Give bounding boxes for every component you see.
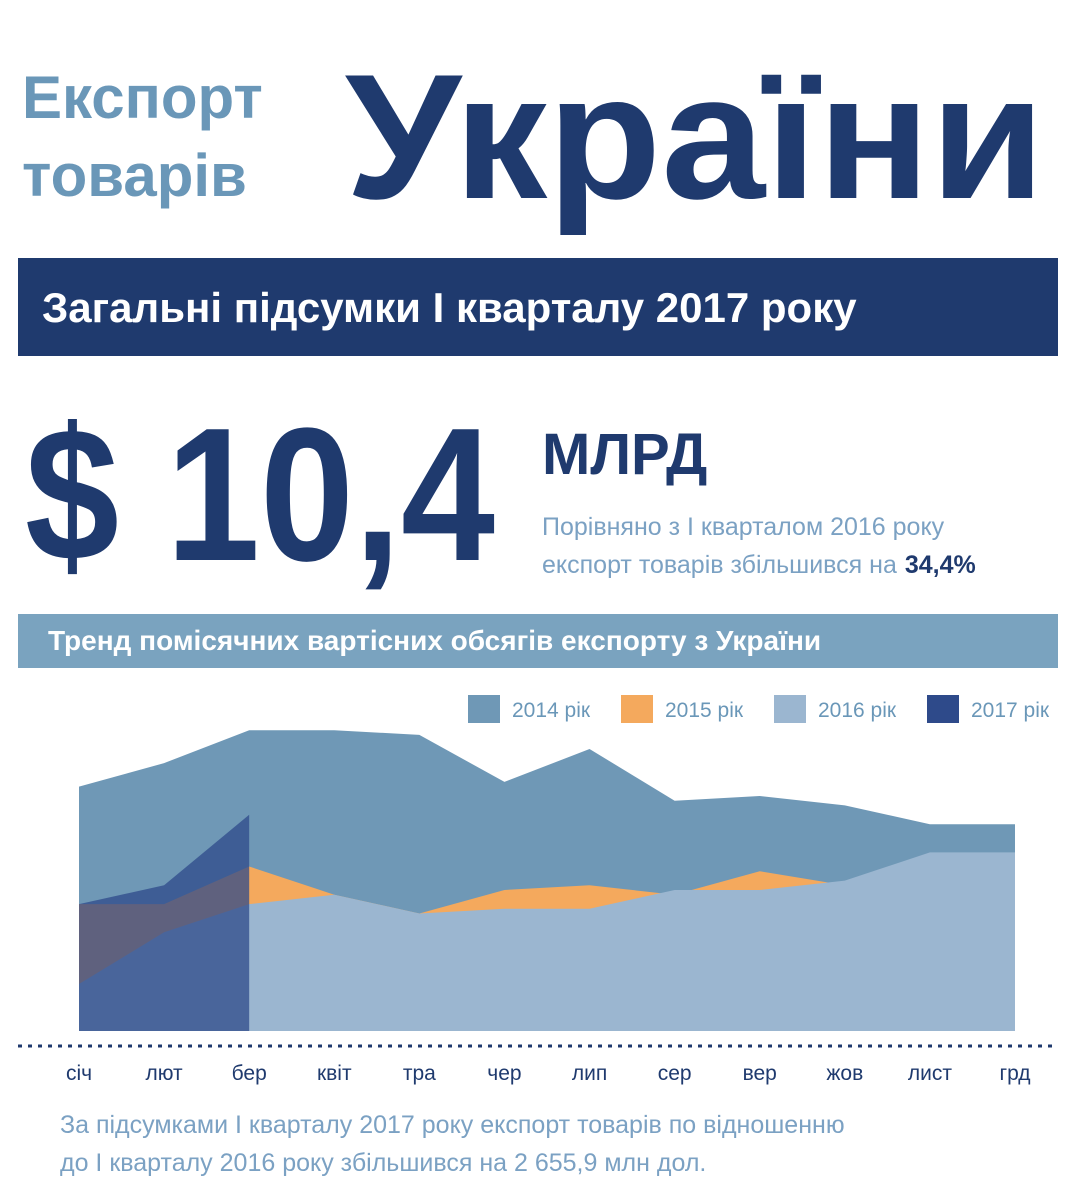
title-left: Експорт (22, 64, 263, 131)
title-left: товарів (22, 142, 247, 209)
x-tick-label: лют (146, 1062, 184, 1085)
footer: За підсумками І кварталу 2017 року експо… (60, 1111, 845, 1139)
x-tick-label: грд (999, 1062, 1030, 1085)
area (79, 814, 250, 1031)
x-tick-label: лип (572, 1062, 607, 1085)
legend-swatch (621, 695, 653, 723)
banner-text: Загальні підсумки І кварталу 2017 року (42, 284, 857, 331)
x-tick-label: тра (403, 1062, 436, 1085)
amount: $ 10,4 (25, 389, 495, 601)
legend-swatch (468, 695, 500, 723)
chart-title: Тренд помісячних вартісних обсягів експо… (48, 625, 821, 656)
x-tick-label: вер (743, 1062, 777, 1085)
x-tick-label: чер (487, 1062, 521, 1085)
legend-label: 2014 рік (512, 699, 591, 722)
legend-label: 2016 рік (818, 699, 897, 722)
comparison: Порівняно з І кварталом 2016 року (542, 513, 945, 541)
x-tick-label: січ (66, 1062, 92, 1085)
x-tick-label: бер (232, 1062, 267, 1085)
legend-label: 2017 рік (971, 699, 1050, 722)
x-tick-label: лист (908, 1062, 952, 1085)
growth: 34,4% (905, 551, 976, 579)
plot (79, 730, 1015, 1031)
chart-title-bar (18, 614, 1058, 668)
x-tick-label: квіт (317, 1062, 352, 1085)
footer: до І кварталу 2016 року збільшився на 2 … (60, 1149, 706, 1177)
title-right: України (345, 37, 1045, 236)
unit: МЛРД (542, 422, 707, 487)
legend-label: 2015 рік (665, 699, 744, 722)
x-tick-label: жов (826, 1062, 863, 1085)
legend-swatch (927, 695, 959, 723)
x-tick-label: сер (658, 1062, 692, 1085)
legend-swatch (774, 695, 806, 723)
comparison-text: експорт товарів збільшився на (542, 551, 897, 579)
banner (18, 258, 1058, 356)
comparison: експорт товарів збільшився на 34,4% (542, 551, 976, 579)
area (79, 852, 1015, 1031)
